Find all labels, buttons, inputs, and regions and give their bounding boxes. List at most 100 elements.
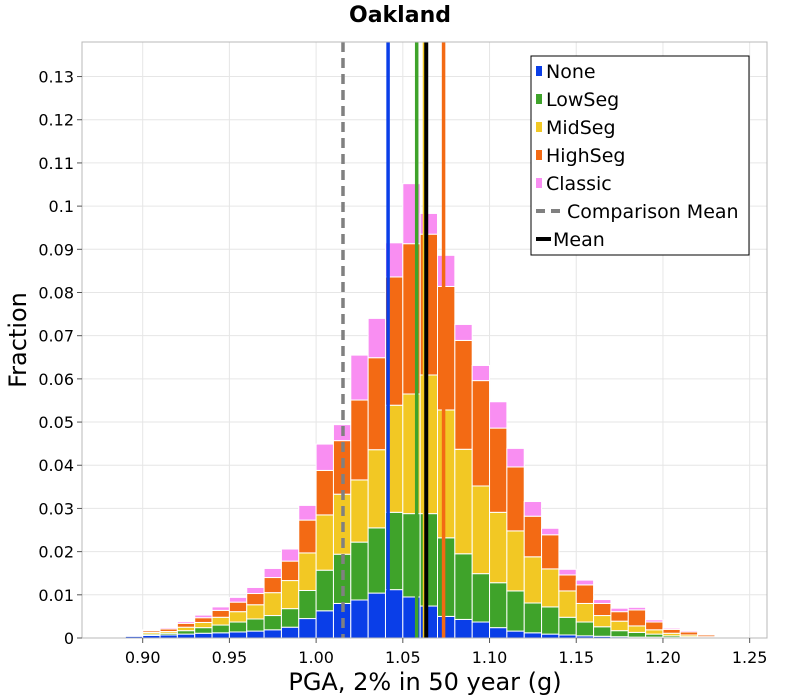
bar-none-22 — [471, 621, 491, 639]
bar-highseg-6 — [194, 617, 213, 623]
bar-classic-27 — [558, 568, 577, 576]
bar-classic-9 — [246, 586, 265, 595]
bar-midseg-31 — [627, 625, 647, 633]
bar-classic-29 — [593, 599, 612, 604]
bar-none-9 — [246, 630, 265, 639]
bar-none-10 — [263, 629, 282, 639]
bar-classic-22 — [471, 364, 491, 382]
legend-label: MidSeg — [546, 117, 616, 139]
bar-lowseg-26 — [541, 606, 560, 635]
bar-highseg-16 — [367, 357, 386, 451]
y-tick-label: 0.13 — [38, 68, 74, 87]
bar-midseg-24 — [506, 530, 525, 592]
y-axis-label: Fraction — [4, 292, 32, 388]
bar-midseg-7 — [211, 616, 230, 626]
bar-midseg-27 — [558, 590, 577, 618]
legend-swatch-classic — [536, 178, 542, 188]
y-tick-label: 0.12 — [38, 111, 74, 130]
bar-midseg-30 — [610, 620, 629, 632]
bar-lowseg-25 — [523, 602, 543, 634]
bar-classic-34 — [679, 630, 699, 633]
legend-label: Mean — [553, 229, 605, 251]
y-tick-label: 0.05 — [38, 413, 74, 432]
bar-lowseg-12 — [298, 589, 317, 620]
bar-highseg-5 — [176, 622, 196, 628]
bar-highseg-33 — [662, 628, 681, 634]
bar-classic-31 — [627, 606, 647, 611]
legend-swatch-lowseg — [536, 94, 542, 104]
bar-none-8 — [228, 631, 248, 639]
bar-midseg-6 — [194, 621, 213, 629]
y-tick-label: 0.06 — [38, 370, 74, 389]
bar-midseg-8 — [228, 611, 248, 623]
bar-lowseg-7 — [211, 624, 230, 634]
bar-highseg-8 — [228, 601, 248, 613]
bar-classic-4 — [159, 627, 178, 630]
bar-highseg-27 — [558, 574, 577, 592]
bar-midseg-13 — [315, 514, 334, 571]
y-tick-label: 0.09 — [38, 240, 74, 259]
bar-lowseg-24 — [506, 590, 525, 632]
bar-midseg-25 — [523, 556, 543, 604]
bar-lowseg-5 — [176, 630, 196, 635]
bar-highseg-15 — [350, 399, 369, 481]
bar-none-11 — [280, 626, 300, 639]
bar-classic-3 — [142, 629, 161, 632]
bar-classic-24 — [506, 447, 525, 468]
bar-highseg-10 — [263, 577, 282, 594]
bar-midseg-10 — [263, 592, 282, 617]
bar-midseg-29 — [593, 615, 612, 628]
bar-highseg-31 — [627, 609, 647, 627]
bar-midseg-5 — [176, 626, 196, 632]
bar-lowseg-23 — [489, 582, 508, 629]
bar-lowseg-16 — [367, 527, 386, 594]
legend-label: None — [546, 61, 596, 83]
y-tick-label: 0.11 — [38, 154, 74, 173]
plot-frame — [81, 41, 768, 639]
legend-label: LowSeg — [546, 89, 619, 111]
bar-midseg-15 — [350, 479, 369, 543]
legend-swatch-midseg — [536, 122, 542, 132]
bar-highseg-26 — [541, 534, 560, 570]
bar-highseg-30 — [610, 611, 629, 622]
bar-highseg-21 — [454, 339, 473, 450]
bar-classic-33 — [662, 627, 681, 630]
bar-lowseg-9 — [246, 618, 265, 632]
bar-midseg-20 — [437, 409, 456, 539]
bar-midseg-11 — [280, 580, 300, 610]
bar-highseg-23 — [489, 427, 508, 513]
bar-highseg-22 — [471, 380, 491, 487]
bar-none-16 — [367, 592, 386, 639]
bar-highseg-25 — [523, 515, 543, 558]
x-axis-ticks: 0.90 0.95 1.00 1.05 1.10 1.15 1.20 1.25 — [125, 638, 768, 667]
bar-lowseg-8 — [228, 621, 248, 633]
y-tick-label: 0.02 — [38, 543, 74, 562]
x-tick-label: 1.15 — [558, 648, 594, 667]
x-tick-label: 0.90 — [125, 648, 161, 667]
bar-highseg-11 — [280, 560, 300, 582]
y-axis-ticks: 0 0.01 0.02 0.03 0.04 0.05 0.06 0.07 0.08 0.09 0.1… — [38, 68, 82, 648]
bar-midseg-22 — [471, 485, 491, 575]
legend-label: HighSeg — [546, 145, 625, 167]
bar-none-6 — [194, 632, 213, 639]
bar-none-13 — [315, 610, 334, 639]
y-tick-label: 0 — [64, 629, 74, 648]
bar-lowseg-22 — [471, 573, 491, 623]
bar-none-24 — [506, 630, 525, 639]
bar-lowseg-30 — [610, 630, 629, 638]
y-tick-label: 0.01 — [38, 586, 74, 605]
bar-midseg-23 — [489, 511, 508, 584]
bar-classic-35 — [697, 633, 716, 636]
bar-lowseg-15 — [350, 541, 369, 601]
bar-classic-32 — [645, 619, 664, 623]
bar-lowseg-6 — [194, 627, 213, 634]
bar-none-5 — [176, 633, 196, 639]
y-tick-label: 0.04 — [38, 456, 74, 475]
mean-lines-group — [341, 42, 446, 638]
x-tick-label: 1.25 — [732, 648, 768, 667]
legend-swatch-none — [536, 66, 542, 76]
bar-lowseg-21 — [454, 553, 473, 620]
legend-box — [530, 55, 750, 256]
bar-highseg-28 — [575, 584, 595, 604]
